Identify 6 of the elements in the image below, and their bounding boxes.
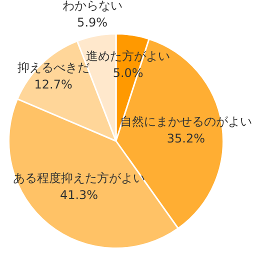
slice-label: わからない: [62, 0, 122, 13]
data-label: 41.3%: [60, 188, 98, 202]
data-label: 5.9%: [77, 16, 108, 30]
data-label: 12.7%: [34, 77, 72, 92]
slice-label: 抑えるべきだ: [17, 60, 90, 74]
data-label: 35.2%: [166, 131, 206, 146]
